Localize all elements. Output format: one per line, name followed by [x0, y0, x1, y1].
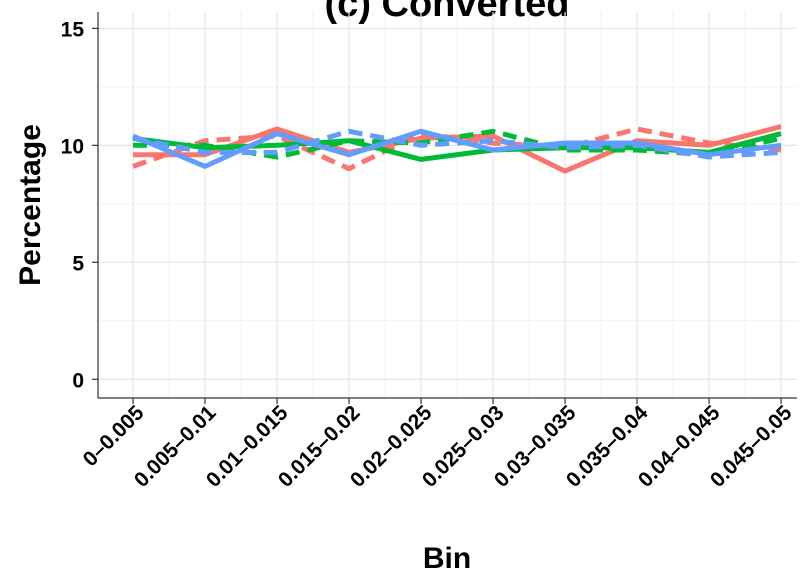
x-tick-label: 0–0.005	[79, 401, 149, 471]
series-lines	[132, 124, 782, 174]
y-tick-label: 15	[61, 18, 85, 41]
series-line-5	[132, 128, 782, 169]
axes	[92, 12, 797, 404]
y-axis-title: Percentage	[14, 124, 47, 286]
series-line-2	[132, 126, 782, 172]
y-tick-label: 10	[61, 135, 84, 158]
x-axis-title: Bin	[423, 542, 471, 575]
grid	[98, 12, 797, 398]
chart-title: (c) Converted	[325, 0, 570, 25]
y-tick-label: 0	[72, 369, 84, 392]
tick-labels: 0510150–0.0050.005–0.010.01–0.0150.015–0…	[61, 18, 797, 491]
y-tick-label: 5	[72, 252, 84, 275]
